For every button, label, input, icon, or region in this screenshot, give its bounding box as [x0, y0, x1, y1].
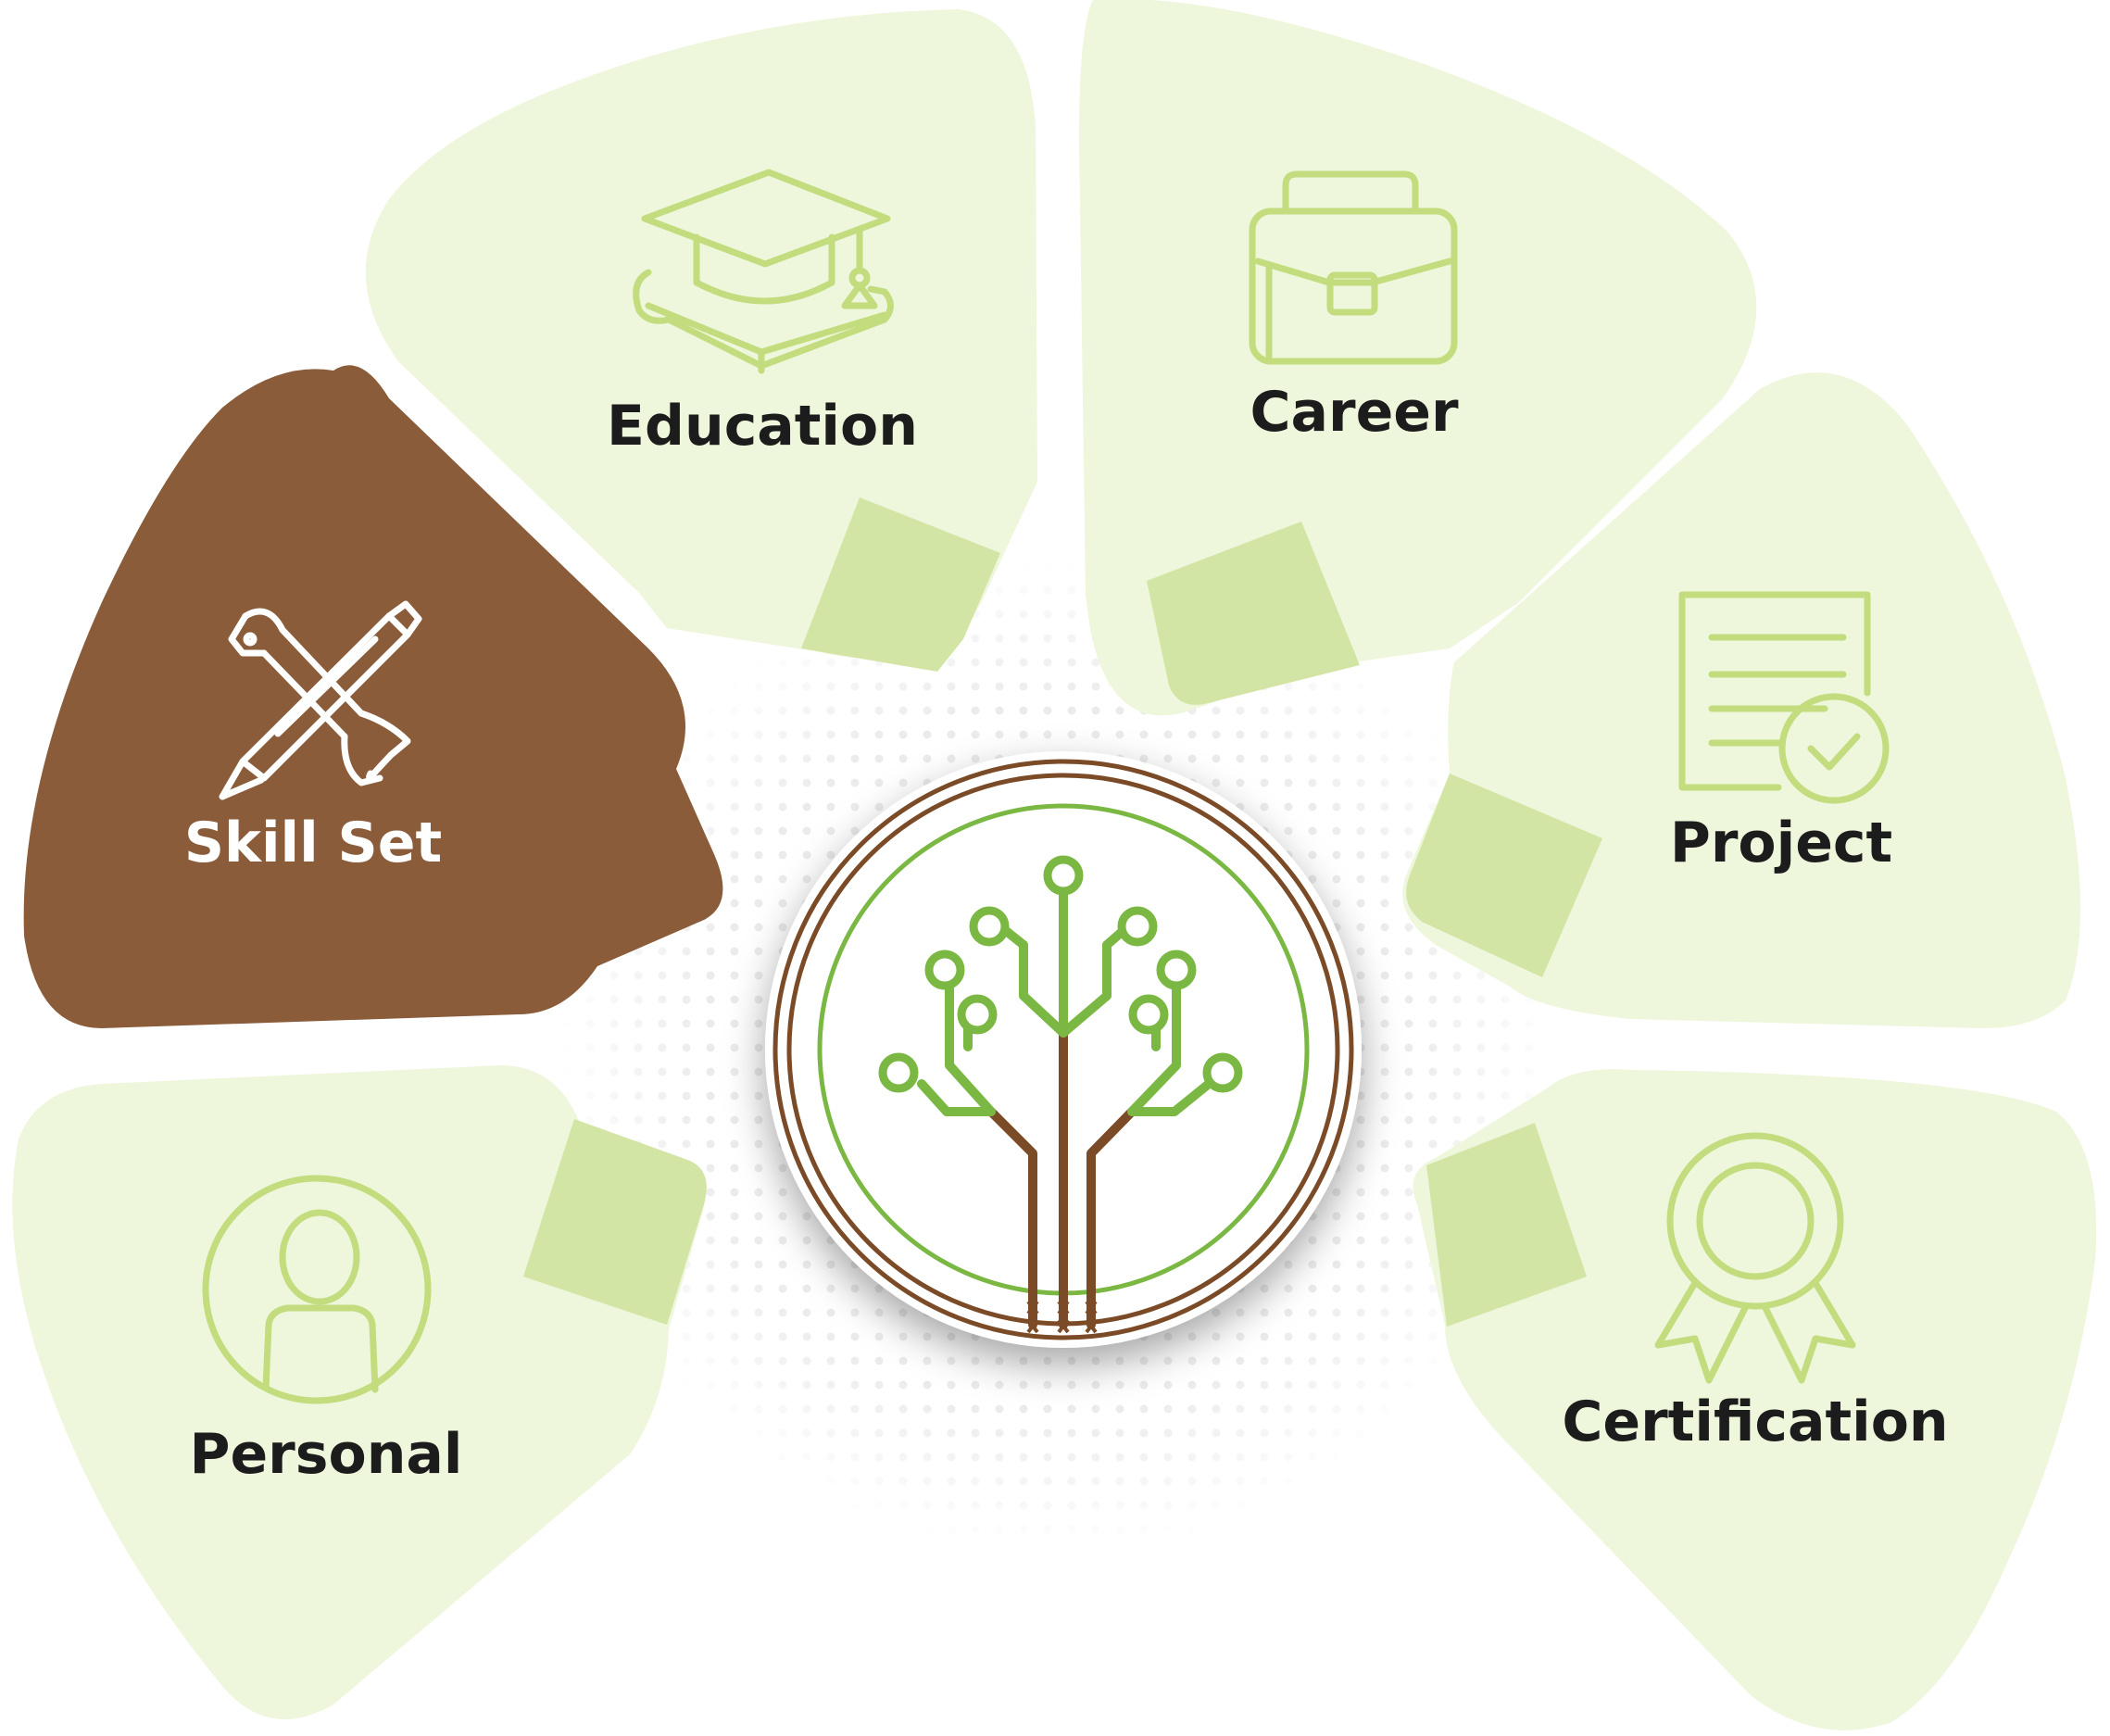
segment-career[interactable]: Career [1079, 0, 1757, 716]
center-emblem [765, 751, 1362, 1348]
segment-certification-label: Certification [1562, 1390, 1948, 1454]
segment-education-label: Education [607, 394, 918, 459]
segment-career-shape [1079, 0, 1757, 716]
segment-education-connector [801, 497, 1000, 672]
segment-personal-label: Personal [190, 1422, 463, 1487]
segment-project-label: Project [1670, 811, 1892, 875]
segment-certification-connector [1426, 1123, 1587, 1327]
user-icon [202, 1175, 432, 1404]
segment-project-connector [1406, 774, 1602, 977]
segment-project[interactable]: Project [1402, 372, 2080, 1029]
segment-skill-set-shape [23, 365, 723, 1028]
circuit-tree-icon [878, 855, 1243, 1334]
center-ring-outer [772, 759, 1354, 1340]
segment-career-label: Career [1250, 380, 1458, 445]
award-ribbon-icon [1654, 1132, 1856, 1384]
segment-skill-set[interactable]: Skill Set [23, 365, 723, 1028]
wrench-pencil-icon [219, 600, 422, 800]
segment-personal[interactable]: Personal [12, 1065, 707, 1719]
segment-certification[interactable]: Certification [1413, 1069, 2097, 1730]
segment-certification-shape [1413, 1069, 2097, 1730]
graduation-cap-icon [633, 169, 894, 374]
briefcase-icon [1249, 170, 1458, 365]
segment-career-connector [1147, 522, 1360, 705]
segment-personal-connector [523, 1119, 707, 1325]
segment-education[interactable]: Education [365, 9, 1038, 672]
segment-skill-set-label: Skill Set [184, 811, 442, 875]
checklist-document-icon [1678, 591, 1890, 804]
